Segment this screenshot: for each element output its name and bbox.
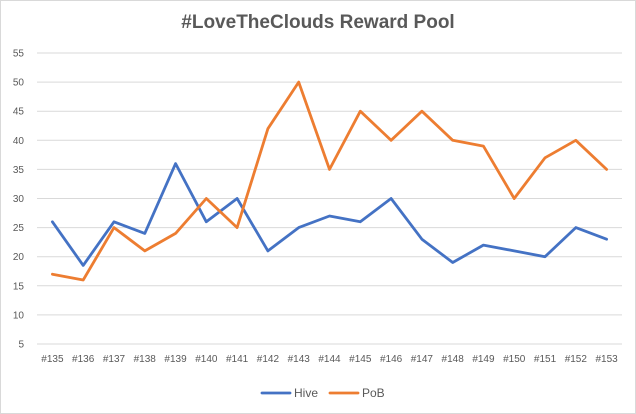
x-tick-label: #147 [411, 354, 434, 365]
x-tick-label: #137 [103, 354, 126, 365]
x-tick-label: #148 [442, 354, 465, 365]
y-tick-label: 5 [18, 340, 24, 351]
y-tick-label: 10 [13, 310, 25, 321]
series-line-pob [51, 80, 608, 282]
legend-label: PoB [362, 386, 385, 400]
x-tick-label: #135 [41, 354, 64, 365]
chart-title: #LoveTheClouds Reward Pool [181, 12, 455, 33]
x-tick-label: #140 [195, 354, 218, 365]
x-tick-label: #139 [164, 354, 187, 365]
x-tick-label: #142 [257, 354, 280, 365]
x-tick-label: #146 [380, 354, 403, 365]
y-tick-label: 50 [13, 78, 25, 89]
y-tick-label: 15 [13, 281, 25, 292]
y-tick-label: 30 [13, 194, 25, 205]
x-tick-label: #144 [318, 354, 341, 365]
x-tick-label: #151 [534, 354, 557, 365]
x-tick-label: #153 [595, 354, 618, 365]
x-tick-label: #152 [565, 354, 588, 365]
y-tick-label: 35 [13, 165, 25, 176]
y-tick-label: 40 [13, 136, 25, 147]
x-tick-label: #150 [503, 354, 526, 365]
y-tick-label: 20 [13, 252, 25, 263]
x-tick-label: #136 [72, 354, 95, 365]
x-tick-label: #141 [226, 354, 249, 365]
y-tick-label: 55 [13, 49, 25, 60]
x-tick-label: #149 [472, 354, 495, 365]
x-tick-label: #143 [288, 354, 311, 365]
y-tick-label: 25 [13, 223, 25, 234]
x-tick-label: #145 [349, 354, 372, 365]
legend-label: Hive [294, 386, 318, 400]
x-tick-label: #138 [134, 354, 157, 365]
y-tick-label: 45 [13, 107, 25, 118]
series-line-hive [51, 162, 608, 267]
